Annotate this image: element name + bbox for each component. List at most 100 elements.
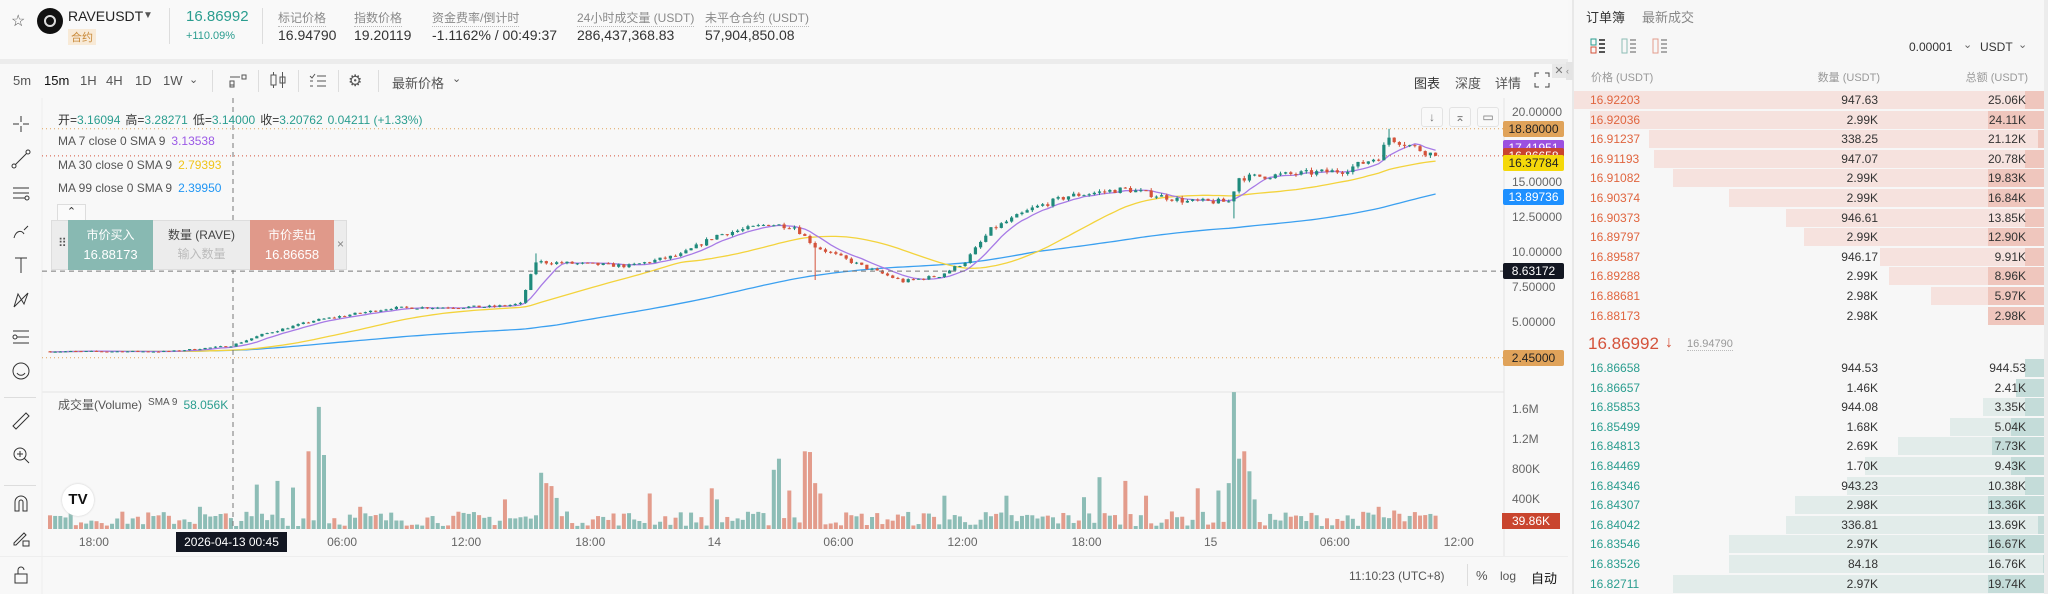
tradingview-logo[interactable]: TV [62,484,94,516]
price-type-select[interactable]: 最新价格 [392,76,445,91]
volume-bar [420,525,425,529]
ask-row[interactable]: 16.90373 946.61 13.85K [1574,208,2044,227]
candle [1077,193,1081,196]
layout-asks-icon[interactable] [1652,38,1668,57]
bid-row[interactable]: 16.84813 2.69K 7.73K [1574,437,2044,456]
auto-toggle[interactable]: 自动 [1531,571,1558,586]
ask-row[interactable]: 16.90374 2.99K 16.84K [1574,189,2044,207]
ask-row[interactable]: 16.91237 338.25 21.12K [1574,130,2044,149]
symbol-name[interactable]: RAVEUSDT [68,8,144,24]
scroll-to-latest-icon[interactable]: ↓ [1421,107,1443,127]
ask-row[interactable]: 16.91193 947.07 20.78K [1574,149,2044,168]
trend-line-icon[interactable] [8,146,34,172]
ask-row[interactable]: 16.92036 2.99K 24.11K [1574,110,2044,129]
tab-chart[interactable]: 图表 [1414,76,1441,91]
close-icon[interactable]: ✕ [1552,64,1566,78]
brush-icon[interactable] [8,219,34,245]
market-buy-button[interactable]: 市价买入 16.88173 [68,220,153,270]
chevron-down-icon[interactable]: ⌄ [189,74,199,86]
candle [467,306,471,308]
market-sell-button[interactable]: 市价卖出 16.86658 [250,220,334,270]
text-icon[interactable] [8,252,34,278]
collapse-icon[interactable]: ⌅ [1449,107,1471,127]
log-toggle[interactable]: log [1500,569,1517,583]
indicators-icon[interactable] [308,72,328,91]
crosshair-icon[interactable] [8,111,34,137]
interval-1W[interactable]: 1W [163,73,183,88]
ask-row[interactable]: 16.89587 946.17 9.91K [1574,247,2044,266]
indicator-settings-icon[interactable] [228,72,248,91]
tab-depth[interactable]: 深度 [1455,76,1482,91]
mark-price[interactable]: 16.94790 [1687,338,1733,351]
interval-5m[interactable]: 5m [13,73,32,88]
stat-label: 标记价格 [278,11,327,27]
interval-1D[interactable]: 1D [135,73,152,88]
ruler-icon[interactable] [8,408,34,434]
candle [637,263,641,265]
ask-row[interactable]: 16.91082 2.99K 19.83K [1574,169,2044,188]
volume-bar [1319,526,1324,529]
candle [865,264,869,270]
volume-bar [952,515,957,529]
chevron-down-icon[interactable]: ⌄ [452,73,462,85]
layout-bids-icon[interactable] [1621,38,1637,57]
lock-drawing-icon[interactable] [8,525,34,551]
volume-bar [228,518,233,529]
bid-row[interactable]: 16.84346 943.23 10.38K [1574,476,2044,495]
bid-row[interactable]: 16.85853 944.08 3.35K [1574,398,2044,417]
measure-lines-icon[interactable] [8,324,34,350]
chevron-down-icon[interactable]: ⌄ [1963,39,1973,51]
candle [487,305,492,307]
bid-row[interactable]: 16.86657 1.46K 2.41K [1574,378,2044,397]
bid-row[interactable]: 16.84307 2.98K 13.36K [1574,496,2044,515]
tick-size-select[interactable]: 0.00001 [1909,40,1953,54]
gear-icon[interactable]: ⚙ [348,73,363,90]
bid-row[interactable]: 16.82711 2.97K 19.74K [1574,574,2044,593]
volume-bar [932,516,937,529]
pattern-icon[interactable] [8,287,34,313]
candle [808,235,812,243]
widget-collapse-button[interactable]: ⌃ [57,204,86,220]
volume-bar [48,515,52,529]
ask-row[interactable]: 16.89797 2.99K 12.90K [1574,228,2044,247]
star-icon[interactable]: ☆ [11,13,26,30]
volume-bar [828,523,833,529]
reset-chart-icon[interactable]: ▭ [1477,107,1499,127]
ask-row[interactable]: 16.88681 2.98K 5.97K [1574,287,2044,305]
quantity-input[interactable]: 数量 (RAVE) 输入数量 [153,220,250,270]
tab-orderbook[interactable]: 订单簿 [1586,10,1626,25]
emoji-icon[interactable] [8,358,34,384]
percent-toggle[interactable]: % [1476,568,1488,583]
unit-select[interactable]: USDT [1980,40,2013,54]
tab-recent-trades[interactable]: 最新成交 [1642,10,1695,25]
bid-row[interactable]: 16.84042 336.81 13.69K [1574,515,2044,534]
candle-type-icon[interactable] [268,72,288,91]
scrollbar[interactable] [2044,0,2048,594]
volume-bar [678,512,683,529]
ask-row[interactable]: 16.88173 2.98K 2.98K [1574,306,2044,325]
drag-handle-icon[interactable]: ⠿ [58,236,67,250]
candle [317,318,321,321]
interval-15m[interactable]: 15m [44,73,70,88]
layout-both-icon[interactable] [1590,38,1606,57]
bid-row[interactable]: 16.84469 1.70K 9.43K [1574,457,2044,475]
horizontal-lines-icon[interactable] [8,180,34,206]
fullscreen-icon[interactable] [1534,72,1550,91]
chevron-down-icon[interactable]: ▼ [143,10,153,21]
zoom-in-icon[interactable] [8,442,34,468]
interval-4H[interactable]: 4H [106,73,123,88]
bid-row[interactable]: 16.85499 1.68K 5.04K [1574,417,2044,436]
interval-1H[interactable]: 1H [80,73,97,88]
bid-row[interactable]: 16.83526 84.18 16.76K [1574,555,2044,573]
chevron-down-icon[interactable]: ⌄ [2018,39,2028,51]
bid-row[interactable]: 16.86658 944.53 944.53 [1574,359,2044,377]
collapse-panel-handle[interactable]: ‹ [1566,62,1573,80]
close-icon[interactable]: × [337,237,345,251]
ask-row[interactable]: 16.92203 947.63 25.06K [1574,91,2044,109]
ask-row[interactable]: 16.89288 2.99K 8.96K [1574,267,2044,286]
unlock-icon[interactable] [8,562,34,588]
tab-details[interactable]: 详情 [1495,76,1522,91]
magnet-icon[interactable] [8,490,34,516]
bid-row[interactable]: 16.83546 2.97K 16.67K [1574,535,2044,554]
